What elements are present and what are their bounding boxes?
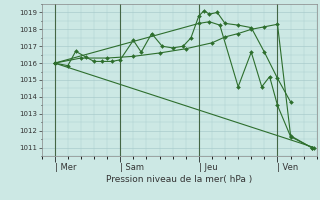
X-axis label: Pression niveau de la mer( hPa ): Pression niveau de la mer( hPa ): [106, 175, 252, 184]
